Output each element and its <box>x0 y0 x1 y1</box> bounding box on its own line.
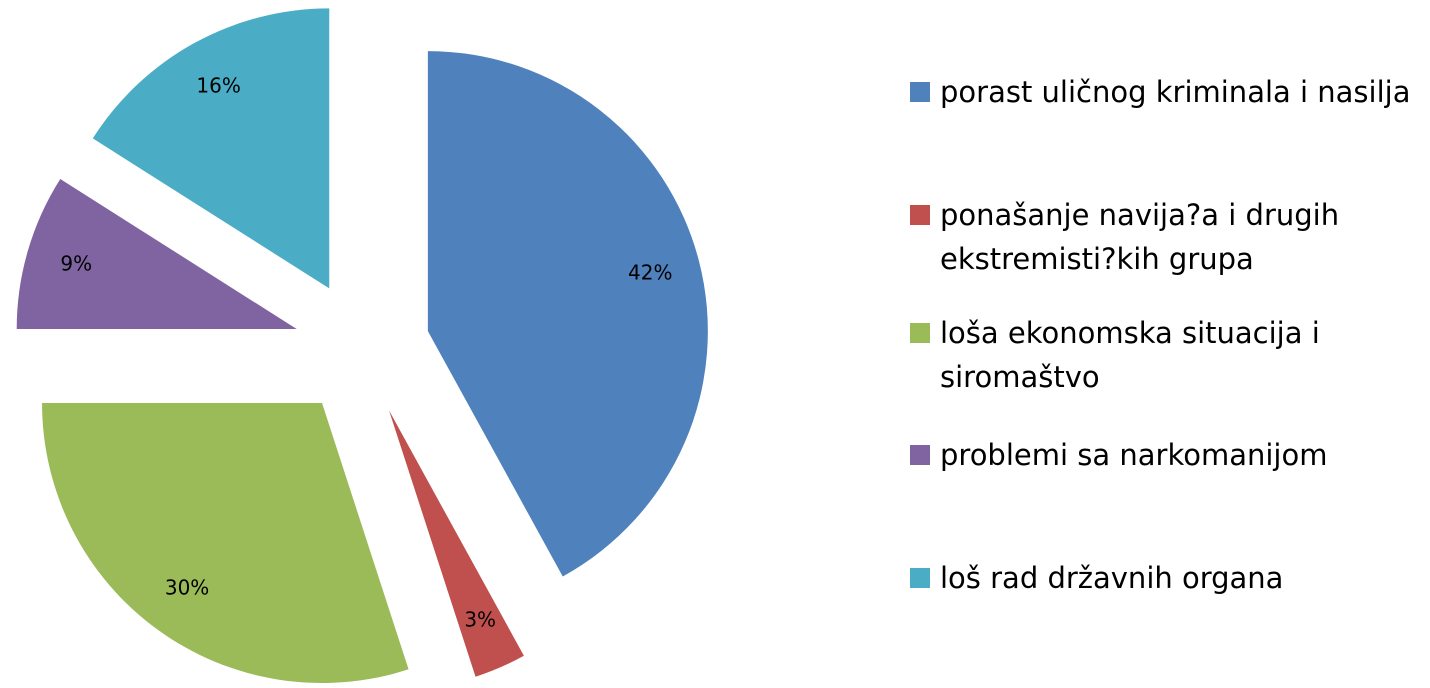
legend-swatch <box>910 445 930 465</box>
pie-slice <box>42 403 409 684</box>
legend-label: loš rad državnih organa <box>940 561 1284 595</box>
data-label: 3% <box>464 608 496 632</box>
legend-swatch <box>910 568 930 588</box>
legend-item: loš rad državnih organa <box>910 556 1420 600</box>
pie-slice <box>389 410 524 677</box>
legend-item: problemi sa narkomanijom <box>910 433 1420 477</box>
legend-swatch <box>910 205 930 225</box>
legend-label: ponašanje navija?a i drugih ekstremisti?… <box>940 198 1340 276</box>
pie-slice <box>92 8 330 289</box>
legend-item: porast uličnog kriminala i nasilja <box>910 70 1420 114</box>
chart: 42% 3% 30% 9% 16% <box>16 8 708 684</box>
data-label: 9% <box>60 251 92 275</box>
legend-swatch <box>910 323 930 343</box>
data-label: 16% <box>196 74 240 98</box>
pie-slice <box>16 178 297 330</box>
legend-item: ponašanje navija?a i drugih ekstremisti?… <box>910 193 1420 281</box>
pie-slice <box>427 51 708 577</box>
legend-swatch <box>910 82 930 102</box>
legend-item: loša ekonomska situacija i siromaštvo <box>910 311 1420 399</box>
legend-label: porast uličnog kriminala i nasilja <box>940 75 1411 109</box>
legend-label: problemi sa narkomanijom <box>940 438 1328 472</box>
legend-label: loša ekonomska situacija i siromaštvo <box>940 316 1320 394</box>
data-label: 30% <box>165 575 209 599</box>
data-label: 42% <box>628 260 672 284</box>
